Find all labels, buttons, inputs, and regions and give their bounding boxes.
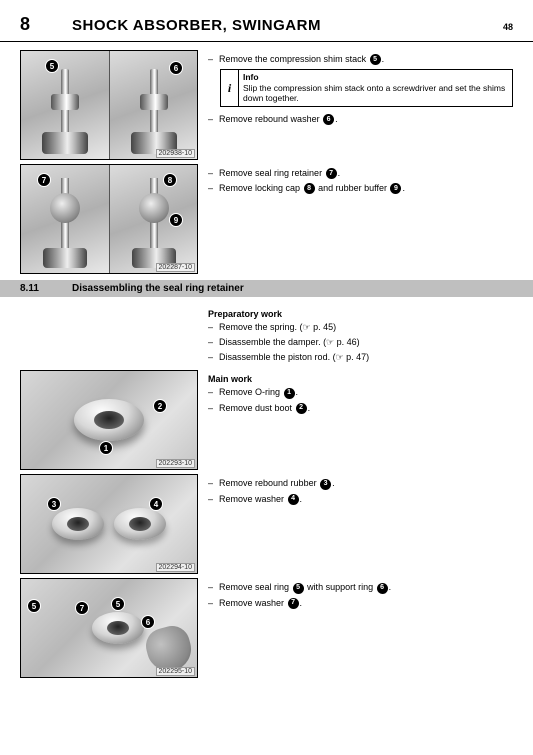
step: – Remove washer 7.: [208, 597, 513, 609]
figure-caption: 202293-10: [156, 459, 195, 468]
group-title: Main work: [208, 374, 513, 384]
instruction-block: 3 4 202294-10 – Remove rebound rubber 3.…: [20, 474, 513, 574]
step: –Disassemble the piston rod. (☞ p. 47): [208, 351, 513, 363]
figure-caption: 202287-10: [156, 263, 195, 272]
figure: 2 1 202293-10: [20, 370, 198, 470]
step: – Remove locking cap 8 and rubber buffer…: [208, 182, 513, 194]
section-heading: 8.11 Disassembling the seal ring retaine…: [0, 280, 533, 297]
step-text: Disassemble the damper. (☞ p. 46): [219, 336, 513, 348]
ref-bullet: 2: [296, 403, 307, 414]
ref-bullet: 3: [320, 479, 331, 490]
ref-bullet: 7: [288, 598, 299, 609]
step-text: Remove locking cap: [219, 183, 303, 193]
instruction-block: Preparatory work –Remove the spring. (☞ …: [20, 305, 513, 366]
callout-5: 5: [45, 59, 59, 73]
step-text: Remove dust boot: [219, 403, 295, 413]
ref-bullet: 7: [326, 168, 337, 179]
page-content: 5 6 202938-10 – Remove the compression s…: [0, 42, 533, 678]
instruction-block: 2 1 202293-10 Main work – Remove O-ring …: [20, 370, 513, 470]
ref-bullet: 1: [284, 388, 295, 399]
figure: 5 7 5 6 202295-10: [20, 578, 198, 678]
step: – Remove O-ring 1.: [208, 386, 513, 398]
ref-bullet: 4: [288, 494, 299, 505]
step: – Remove the compression shim stack 5.: [208, 53, 513, 65]
info-text: Slip the compression shim stack onto a s…: [243, 83, 508, 103]
step: – Remove washer 4.: [208, 493, 513, 505]
step-text: Remove seal ring: [219, 582, 292, 592]
step-text: Remove the compression shim stack: [219, 54, 369, 64]
ref-bullet: 9: [390, 183, 401, 194]
callout-1: 1: [99, 441, 113, 455]
section-number: 8.11: [6, 283, 72, 294]
info-icon: i: [221, 70, 239, 106]
step-text: Remove O-ring: [219, 387, 283, 397]
callout-8: 8: [163, 173, 177, 187]
callout-9: 9: [169, 213, 183, 227]
chapter-number: 8: [20, 14, 72, 35]
figure: 5 6 202938-10: [20, 50, 198, 160]
step-text: Remove washer: [219, 598, 287, 608]
ref-bullet: 5: [370, 54, 381, 65]
info-box: i Info Slip the compression shim stack o…: [220, 69, 513, 107]
callout-7: 7: [37, 173, 51, 187]
step-text: Remove seal ring retainer: [219, 168, 325, 178]
figure-caption: 202938-10: [156, 149, 195, 158]
instruction-block: 5 6 202938-10 – Remove the compression s…: [20, 50, 513, 160]
step-text: Remove the spring. (☞ p. 45): [219, 321, 513, 333]
instruction-block: 7 8 9 202287-10 – Remove seal ring retai…: [20, 164, 513, 274]
callout-6: 6: [169, 61, 183, 75]
callout-6: 6: [141, 615, 155, 629]
figure: 7 8 9 202287-10: [20, 164, 198, 274]
step: – Remove seal ring retainer 7.: [208, 167, 513, 179]
step: – Remove dust boot 2.: [208, 402, 513, 414]
ref-bullet: 8: [304, 183, 315, 194]
instruction-block: 5 7 5 6 202295-10 – Remove seal ring 5 w…: [20, 578, 513, 678]
step: – Remove rebound rubber 3.: [208, 477, 513, 489]
step: –Remove the spring. (☞ p. 45): [208, 321, 513, 333]
step: – Remove seal ring 5 with support ring 6…: [208, 581, 513, 593]
group-title: Preparatory work: [208, 309, 513, 319]
ref-bullet: 6: [323, 114, 334, 125]
step: – Remove rebound washer 6.: [208, 113, 513, 125]
callout-5: 5: [27, 599, 41, 613]
step-text: Remove rebound rubber: [219, 478, 319, 488]
ref-bullet: 6: [377, 583, 388, 594]
ref-bullet: 5: [293, 583, 304, 594]
step-text: Disassemble the piston rod. (☞ p. 47): [219, 351, 513, 363]
figure-caption: 202294-10: [156, 563, 195, 572]
step-text: Remove rebound washer: [219, 114, 322, 124]
page-header: 8 SHOCK ABSORBER, SWINGARM 48: [0, 0, 533, 42]
callout-2: 2: [153, 399, 167, 413]
info-title: Info: [243, 72, 508, 82]
page-number: 48: [503, 22, 513, 32]
figure-caption: 202295-10: [156, 667, 195, 676]
figure: 3 4 202294-10: [20, 474, 198, 574]
chapter-title: SHOCK ABSORBER, SWINGARM: [72, 17, 503, 34]
section-title: Disassembling the seal ring retainer: [72, 283, 244, 294]
step: –Disassemble the damper. (☞ p. 46): [208, 336, 513, 348]
step-text: Remove washer: [219, 494, 287, 504]
